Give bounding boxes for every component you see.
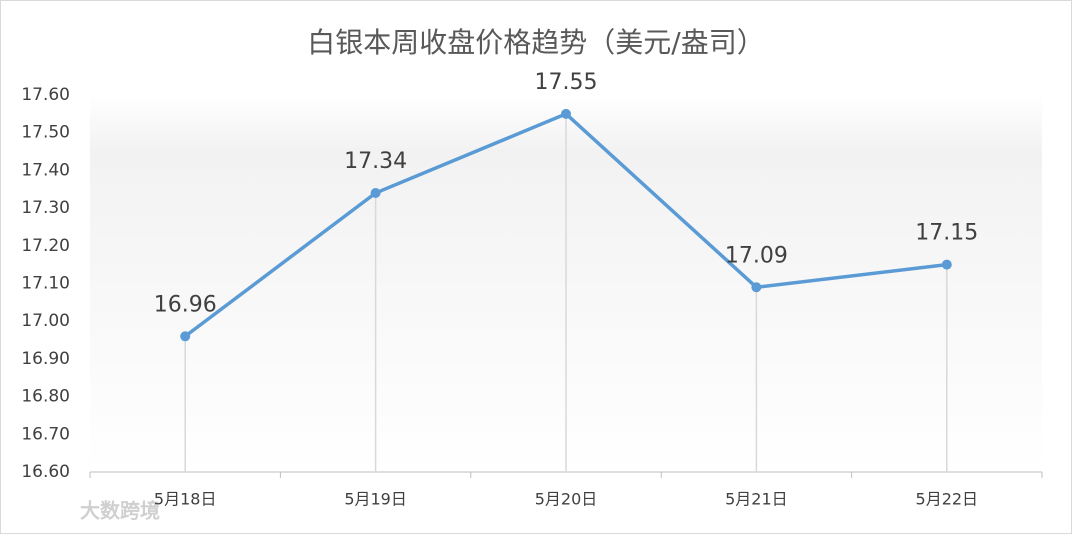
x-tick-label: 5月21日 [725, 490, 788, 509]
x-tick-label: 5月18日 [154, 490, 217, 509]
x-tick-label: 5月20日 [535, 490, 598, 509]
y-tick-label: 16.90 [21, 349, 70, 369]
data-label: 17.15 [915, 221, 978, 246]
data-point [751, 282, 762, 293]
y-tick-label: 16.60 [21, 462, 70, 482]
y-tick-label: 16.80 [21, 387, 70, 407]
y-tick-label: 17.40 [21, 160, 70, 180]
chart-title: 白银本周收盘价格趋势（美元/盎司） [307, 26, 764, 59]
y-tick-label: 17.30 [21, 198, 70, 218]
data-point [370, 188, 381, 199]
y-tick-label: 16.70 [21, 424, 70, 444]
x-tick-label: 5月22日 [916, 490, 979, 509]
y-tick-label: 17.00 [21, 311, 70, 331]
data-point [561, 108, 571, 119]
y-tick-label: 17.10 [21, 274, 70, 294]
data-point [180, 331, 191, 342]
y-tick-label: 17.60 [21, 85, 70, 105]
y-tick-label: 17.50 [21, 123, 70, 143]
y-tick-label: 17.20 [21, 236, 70, 256]
x-tick-label: 5月19日 [344, 490, 407, 509]
watermark: 大数跨境 [80, 499, 160, 523]
data-label: 17.09 [725, 243, 788, 268]
data-label: 16.96 [154, 292, 217, 317]
data-point [941, 259, 952, 270]
data-label: 17.34 [344, 149, 407, 174]
data-label: 17.55 [535, 70, 598, 95]
